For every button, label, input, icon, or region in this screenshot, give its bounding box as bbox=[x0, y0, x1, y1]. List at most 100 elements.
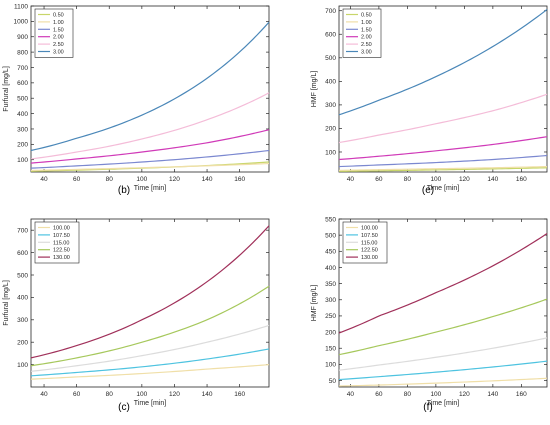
legend-entry: 1.50 bbox=[361, 27, 372, 33]
y-tick-label: 100 bbox=[325, 362, 336, 369]
y-axis-label: Furfural [mg/L] bbox=[3, 66, 10, 112]
y-tick-label: 500 bbox=[17, 272, 28, 279]
series-line-1.00 bbox=[30, 162, 270, 172]
legend-box bbox=[342, 8, 382, 58]
series-line-0.50 bbox=[338, 167, 548, 172]
y-tick-label: 500 bbox=[325, 55, 336, 62]
y-tick-label: 700 bbox=[17, 65, 28, 72]
series-line-1.00 bbox=[338, 165, 548, 171]
series-line-100.00 bbox=[30, 364, 270, 380]
legend-entry: 115.00 bbox=[53, 240, 69, 246]
legend-entry: 115.00 bbox=[361, 240, 377, 246]
y-tick-label: 350 bbox=[325, 281, 336, 288]
series-line-122.50 bbox=[338, 298, 548, 356]
y-tick-label: 300 bbox=[325, 297, 336, 304]
y-tick-label: 1000 bbox=[14, 19, 29, 26]
y-tick-label: 700 bbox=[17, 228, 28, 235]
y-tick-label: 550 bbox=[325, 216, 336, 223]
series-line-107.50 bbox=[338, 360, 548, 381]
legend-box bbox=[34, 8, 74, 58]
legend-entry: 1.00 bbox=[53, 20, 64, 26]
y-tick-label: 100 bbox=[17, 157, 28, 164]
series-line-2.00 bbox=[338, 136, 548, 161]
legend-entry: 100.00 bbox=[53, 226, 70, 232]
legend-entry: 1.00 bbox=[361, 20, 372, 26]
series-line-115.00 bbox=[338, 337, 548, 371]
x-axis-label: Time [min] bbox=[427, 185, 459, 192]
x-tick-label: 40 bbox=[40, 176, 48, 183]
x-tick-label: 100 bbox=[136, 176, 147, 183]
y-tick-label: 400 bbox=[325, 79, 336, 86]
panel-label: (b) bbox=[118, 185, 130, 196]
x-axis-label: Time [min] bbox=[427, 400, 459, 407]
x-tick-label: 100 bbox=[430, 391, 441, 398]
panel-label: (c) bbox=[118, 402, 130, 413]
y-tick-label: 200 bbox=[325, 126, 336, 133]
panel-label: (f) bbox=[423, 402, 432, 413]
x-tick-label: 140 bbox=[487, 391, 498, 398]
y-tick-label: 600 bbox=[17, 250, 28, 257]
legend-entry: 107.50 bbox=[361, 233, 378, 239]
y-tick-label: 800 bbox=[17, 49, 28, 56]
y-tick-label: 900 bbox=[17, 34, 28, 41]
x-tick-label: 120 bbox=[169, 176, 180, 183]
chart-panel-3: 40 60 80 100 120 140 160 100 200 300 400 500 600 700 T… bbox=[3, 218, 270, 413]
series-line-130.00 bbox=[338, 233, 548, 334]
x-tick-label: 80 bbox=[106, 391, 114, 398]
legend-entry: 1.50 bbox=[53, 27, 64, 33]
x-tick-label: 160 bbox=[234, 176, 245, 183]
y-axis-label: Furfural [mg/L] bbox=[3, 280, 10, 326]
y-tick-label: 200 bbox=[17, 340, 28, 347]
chart-panel-2: 40 60 80 100 120 140 160 100 200 300 400 500 600 700 T… bbox=[311, 5, 548, 196]
legend-entry: 2.50 bbox=[361, 42, 372, 48]
legend-entry: 100.00 bbox=[361, 226, 378, 232]
x-tick-label: 60 bbox=[73, 176, 81, 183]
y-tick-label: 100 bbox=[325, 149, 336, 156]
series-line-2.00 bbox=[30, 129, 270, 164]
x-tick-label: 40 bbox=[347, 176, 355, 183]
legend-entry: 130.00 bbox=[53, 255, 70, 261]
x-tick-label: 100 bbox=[136, 391, 147, 398]
y-tick-label: 300 bbox=[17, 317, 28, 324]
legend-entry: 0.50 bbox=[361, 13, 372, 19]
x-tick-label: 160 bbox=[516, 176, 527, 183]
x-tick-label: 160 bbox=[234, 391, 245, 398]
chart-panel-4: 40 60 80 100 120 140 160 50 100 150 200 250 300 350 40… bbox=[311, 216, 548, 413]
series-line-3.00 bbox=[338, 9, 548, 116]
legend-entry: 2.50 bbox=[53, 42, 64, 48]
series-line-122.50 bbox=[30, 285, 270, 367]
series-line-130.00 bbox=[30, 225, 270, 359]
x-tick-label: 80 bbox=[404, 391, 412, 398]
series-line-2.50 bbox=[30, 92, 270, 160]
y-tick-label: 50 bbox=[329, 378, 337, 385]
legend-entry: 2.00 bbox=[53, 35, 64, 41]
series-line-107.50 bbox=[30, 348, 270, 377]
y-tick-label: 400 bbox=[17, 295, 28, 302]
legend-entry: 130.00 bbox=[361, 255, 378, 261]
x-tick-label: 100 bbox=[430, 176, 441, 183]
x-tick-label: 60 bbox=[375, 176, 383, 183]
series-line-115.00 bbox=[30, 324, 270, 372]
y-tick-label: 400 bbox=[325, 265, 336, 272]
y-tick-label: 700 bbox=[325, 8, 336, 15]
legend-entry: 107.50 bbox=[53, 233, 70, 239]
x-tick-label: 140 bbox=[202, 176, 213, 183]
x-tick-label: 60 bbox=[375, 391, 383, 398]
y-tick-label: 1100 bbox=[14, 3, 28, 10]
y-tick-label: 250 bbox=[325, 313, 336, 320]
legend-entry: 3.00 bbox=[361, 50, 372, 56]
y-tick-label: 200 bbox=[325, 329, 336, 336]
x-axis-label: Time [min] bbox=[134, 400, 166, 407]
chart-panel-1: 40 60 80 100 120 140 160 100 200 300 400 500 600 700 8… bbox=[3, 3, 270, 196]
x-tick-label: 160 bbox=[516, 391, 527, 398]
x-tick-label: 80 bbox=[106, 176, 114, 183]
y-tick-label: 500 bbox=[325, 232, 336, 239]
legend-entry: 122.50 bbox=[361, 248, 378, 254]
series-line-2.50 bbox=[338, 93, 548, 144]
y-tick-label: 400 bbox=[17, 111, 28, 118]
y-tick-label: 300 bbox=[17, 126, 28, 133]
legend-entry: 122.50 bbox=[53, 248, 70, 254]
legend-entry: 2.00 bbox=[361, 35, 372, 41]
legend-entry: 3.00 bbox=[53, 50, 64, 56]
